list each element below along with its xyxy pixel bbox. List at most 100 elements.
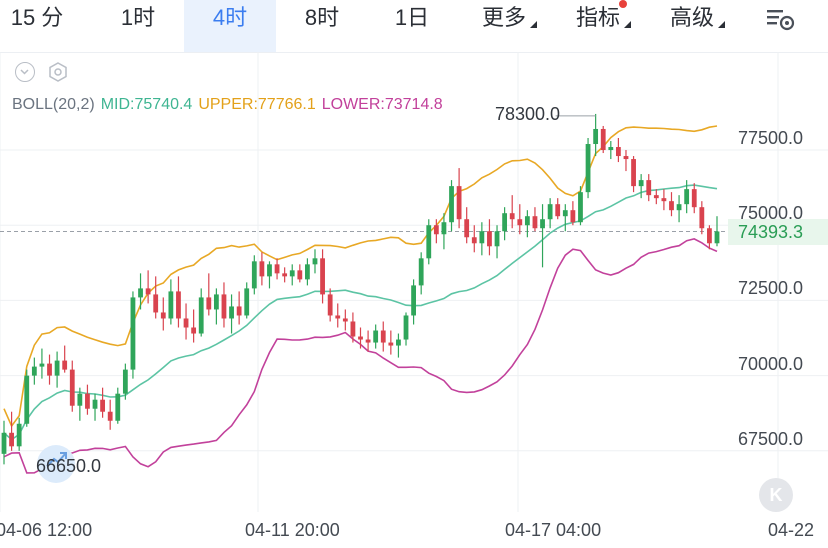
candle-body [676, 204, 682, 211]
candle-body [312, 258, 318, 265]
candle-body [365, 339, 371, 343]
tab-4h[interactable]: 4时 [184, 0, 276, 52]
candle-body [433, 225, 439, 235]
price-axis-label: 72500.0 [738, 278, 804, 298]
price-axis-label: 70000.0 [738, 354, 804, 374]
candle-body [388, 342, 394, 346]
tab-advanced[interactable]: 高级 [652, 0, 732, 52]
indicator-settings-icon[interactable] [47, 61, 69, 83]
candle-body [289, 270, 295, 277]
candle-body [669, 201, 674, 211]
candle-body [411, 285, 416, 316]
timeframe-tabbar: 15 分 1时 4时 8时 1日 更多 指标 高级 [0, 0, 828, 53]
candle-body [487, 231, 492, 247]
candle-body [441, 222, 447, 235]
candle-body [456, 186, 462, 220]
chart-settings-icon[interactable] [764, 6, 800, 34]
candle-body [691, 189, 697, 208]
candle-body [600, 128, 606, 151]
candle-body [160, 312, 166, 319]
candle-body [358, 336, 363, 340]
candle-body [47, 363, 52, 376]
candle-body [342, 318, 348, 322]
candle-body [130, 297, 136, 370]
candle-body [646, 180, 652, 196]
candle-body [69, 369, 75, 406]
price-axis-label: 77500.0 [738, 128, 804, 148]
candle-body [153, 294, 159, 313]
candle-body [251, 261, 257, 289]
candle-body [206, 297, 212, 310]
boll-mid-line [3, 184, 718, 441]
candle-body [396, 339, 401, 346]
dropdown-triangle-icon [718, 21, 725, 28]
candle-body [464, 219, 470, 238]
candle-body [24, 375, 30, 424]
candle-body [1, 432, 7, 454]
candle-body [631, 159, 636, 187]
candle-body [380, 330, 386, 343]
candle-body [471, 237, 477, 244]
boll-lower-line [3, 238, 718, 474]
candle-body [540, 219, 545, 229]
candle-body [593, 128, 599, 145]
time-axis-label: 04-22 [768, 520, 815, 540]
candle-body [585, 144, 591, 193]
tab-1d[interactable]: 1日 [394, 5, 430, 30]
candle-body [403, 315, 409, 340]
candle-body [426, 225, 432, 259]
notification-dot [619, 0, 627, 8]
candle-body [653, 195, 659, 199]
candle-body [274, 264, 280, 274]
time-axis-label: 04-06 12:00 [0, 520, 93, 540]
candle-body [267, 264, 272, 277]
price-axis-label: 75000.0 [738, 203, 804, 223]
boll-upper-line [3, 125, 718, 428]
candle-body [509, 213, 515, 220]
candle-body [350, 321, 356, 337]
price-axis-label: 67500.0 [738, 429, 804, 449]
tab-indicators[interactable]: 指标 [558, 0, 638, 52]
candle-body [547, 204, 553, 220]
candle-body [305, 264, 310, 280]
candle-body [115, 393, 121, 421]
tab-15m[interactable]: 15 分 [10, 5, 64, 30]
candle-body [327, 294, 333, 316]
candle-body [39, 363, 45, 367]
time-axis-label: 04-11 20:00 [245, 520, 340, 540]
candle-body [138, 288, 143, 298]
candle-body [335, 315, 341, 319]
candle-body [176, 291, 181, 319]
candle-body [16, 423, 22, 447]
current-price-tag: 74393.3 [728, 219, 828, 245]
candle-body [707, 228, 712, 244]
candle-body [608, 147, 614, 151]
candle-body [92, 399, 98, 409]
candle-body [77, 393, 83, 406]
candle-body [373, 330, 379, 343]
kline-toggle-button[interactable]: K [759, 478, 793, 512]
candle-body [183, 318, 189, 328]
tab-8h[interactable]: 8时 [304, 5, 340, 30]
candle-body [229, 306, 234, 319]
candle-body [494, 231, 500, 247]
candle-body [297, 270, 303, 280]
collapse-indicator-icon[interactable] [15, 62, 35, 82]
candle-body [570, 210, 576, 223]
tab-more[interactable]: 更多 [464, 0, 544, 52]
time-axis-label: 04-17 04:00 [505, 520, 602, 540]
candle-body [714, 231, 720, 244]
boll-mid-value: MID:75740.4 [100, 96, 193, 113]
candle-body [122, 369, 128, 394]
candle-body [221, 294, 227, 319]
candle-body [54, 360, 60, 376]
tab-1h[interactable]: 1时 [120, 5, 156, 30]
bollinger-bands [3, 125, 718, 474]
candle-body [107, 411, 113, 421]
candle-body [699, 207, 705, 229]
candle-body [62, 360, 68, 370]
candle-body [638, 180, 644, 187]
boll-lower-value: LOWER:73714.8 [321, 96, 443, 113]
high-price-annotation: 78300.0 [495, 104, 561, 124]
